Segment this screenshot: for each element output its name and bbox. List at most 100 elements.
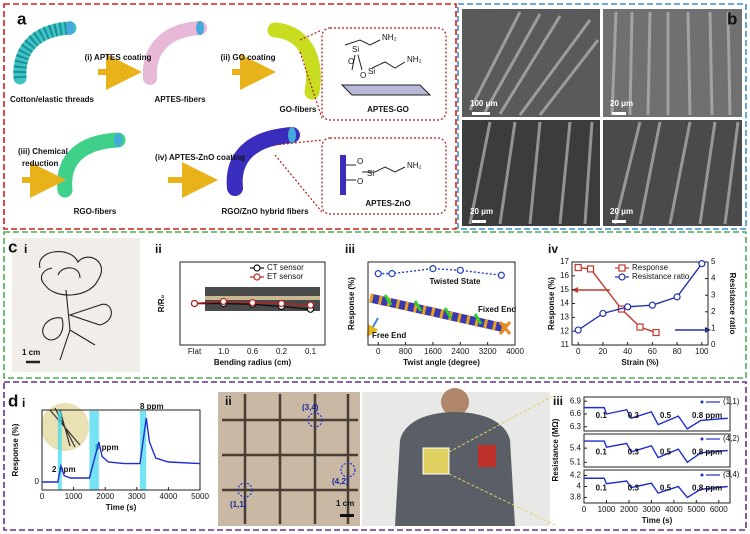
legend-marker xyxy=(253,273,261,281)
x-tick-label: 4000 xyxy=(506,347,524,356)
y-tick-label: 17 xyxy=(560,257,569,266)
chem-label: Si xyxy=(368,67,375,76)
legend-label: CT sensor xyxy=(267,263,304,272)
data-point xyxy=(190,299,199,308)
x-tick-label: 800 xyxy=(399,347,413,356)
legend-marker xyxy=(700,437,704,441)
site-label: (4,2) xyxy=(332,477,349,486)
y-tick-label: 4 xyxy=(577,482,582,491)
legend-label: (1,1) xyxy=(723,397,740,406)
plot-frame xyxy=(41,409,201,491)
chem-label: O xyxy=(360,71,366,80)
y-axis-label: Resistance (MΩ) xyxy=(551,418,560,481)
annotation: 0.1 xyxy=(596,484,608,493)
scale-bar-label: 20 μm xyxy=(610,99,633,108)
y-tick-label: 3.8 xyxy=(570,493,582,502)
x-tick-label: 0.2 xyxy=(276,347,288,356)
chem-label: NH₂ xyxy=(382,33,397,42)
x-tick-label: 5000 xyxy=(191,492,209,501)
subpanel-label: ii xyxy=(155,242,162,256)
data-point xyxy=(497,271,505,279)
panel-d-texts: d i ii iii 2 ppm 5 ppm 8 ppm (3,4) (4,2)… xyxy=(8,391,563,509)
fiber-illustrations xyxy=(13,21,321,198)
step-label: (iii) Chemical xyxy=(18,147,68,156)
series-line xyxy=(584,477,728,499)
x-tick-label: 1.0 xyxy=(218,347,230,356)
y-tick-label: 5.1 xyxy=(570,457,582,466)
data-point xyxy=(429,265,437,273)
x-tick-label: 1600 xyxy=(424,347,442,356)
y-tick-label: 6.6 xyxy=(570,409,582,418)
inset-label: APTES-ZnO xyxy=(365,199,410,208)
x-axis-label: Twist angle (degree) xyxy=(403,358,480,367)
data-point xyxy=(673,293,681,301)
fiber-label: RGO-fibers xyxy=(74,207,117,216)
x-tick-label: 2000 xyxy=(620,505,638,514)
data-point xyxy=(574,263,582,272)
subpanel-label: iv xyxy=(548,242,558,256)
series-line xyxy=(584,440,728,464)
data-point xyxy=(636,323,644,331)
legend-marker xyxy=(618,273,626,281)
x-axis-label: Bending radius (cm) xyxy=(214,358,292,367)
subpanel-label: i xyxy=(22,396,25,410)
x-axis-label: Time (s) xyxy=(642,516,673,525)
annotation: 0.3 xyxy=(628,448,640,457)
x-tick-label: 1000 xyxy=(598,505,616,514)
x-axis-label: Time (s) xyxy=(106,503,137,512)
chem-label: O xyxy=(348,57,354,66)
data-point xyxy=(456,266,464,274)
y-tick-label: 16 xyxy=(560,271,569,280)
legend-label: ET sensor xyxy=(267,272,304,281)
panel-c-frame xyxy=(3,231,747,379)
y2-tick-label: 4 xyxy=(711,274,716,283)
subpanel-label: ii xyxy=(225,394,232,408)
annotation: 0.5 xyxy=(660,484,672,493)
x-tick-label: 5000 xyxy=(687,505,705,514)
panel-b-frame xyxy=(457,3,747,230)
legend-label: Response xyxy=(632,263,669,272)
data-point xyxy=(648,301,656,309)
plot-frame xyxy=(179,261,326,346)
data-point xyxy=(624,303,632,311)
annotation: 0.5 xyxy=(660,448,672,457)
scale-bar-label: 100 μm xyxy=(470,99,498,108)
subpanel-label: i xyxy=(24,242,27,256)
scale-bar-label: 1 cm xyxy=(336,499,354,508)
x-tick-label: 0.1 xyxy=(305,347,317,356)
annotation: 8 ppm xyxy=(140,402,164,411)
panel-label: d xyxy=(8,391,18,410)
annotation: 0.3 xyxy=(628,411,640,420)
x-tick-label: 2000 xyxy=(96,492,114,501)
x-tick-label: 0.6 xyxy=(247,347,259,356)
panel-d-frame xyxy=(3,381,747,531)
person-photo xyxy=(362,388,556,526)
subpanel-label: iii xyxy=(345,242,355,256)
legend-marker xyxy=(253,264,261,272)
panel-b-images xyxy=(462,9,742,226)
annotation: 5 ppm xyxy=(95,443,119,452)
site-label: (1,1) xyxy=(230,500,247,509)
y-tick-label: 6.3 xyxy=(570,422,582,431)
x-tick-label: 3200 xyxy=(479,347,497,356)
x-tick-label: 3000 xyxy=(128,492,146,501)
panel-a-frame xyxy=(3,3,457,230)
annotation: Twisted State xyxy=(430,277,482,286)
data-point xyxy=(698,260,706,268)
y2-tick-label: 0 xyxy=(711,340,716,349)
y-tick-label: 5.4 xyxy=(570,443,582,452)
panel-a-texts: a (i) APTES coating (ii) GO coating (iii… xyxy=(10,9,422,216)
chem-label: Si xyxy=(352,45,359,54)
series-line xyxy=(577,263,703,331)
x-tick-label: 0 xyxy=(576,347,581,356)
chem-label: NH₂ xyxy=(407,55,422,64)
annotation: 0.8 ppm xyxy=(692,448,722,457)
y-tick-label: 12 xyxy=(560,326,569,335)
series-line xyxy=(42,417,201,483)
scale-bar-label: 1 cm xyxy=(22,348,40,357)
annotation: Free End xyxy=(372,331,406,340)
x-tick-label: 0 xyxy=(40,492,45,501)
x-tick-label: 3000 xyxy=(642,505,660,514)
x-tick-label: 0 xyxy=(376,347,381,356)
chem-label: NH₂ xyxy=(407,161,422,170)
